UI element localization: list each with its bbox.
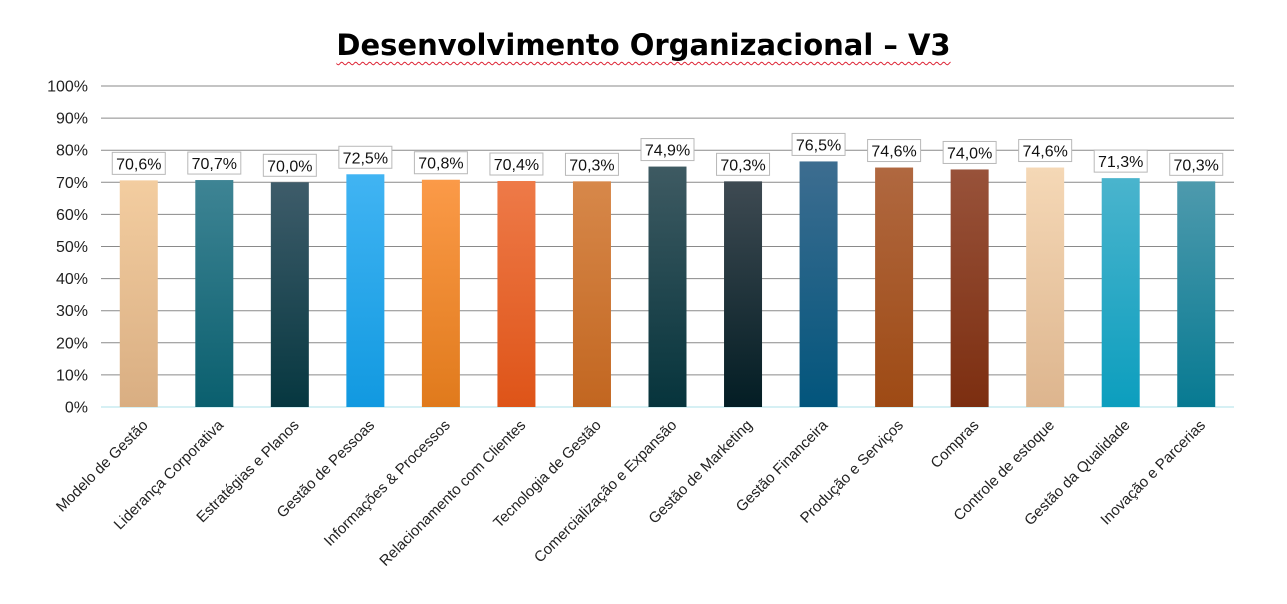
data-label: 72,5% (338, 145, 393, 169)
data-label: 70,4% (489, 152, 544, 176)
data-label-box (1018, 139, 1073, 163)
data-label-text: 72,5% (343, 150, 388, 167)
x-tick-label: Compras (927, 417, 982, 472)
data-label-text: 70,4% (494, 157, 539, 174)
y-tick-label: 20% (56, 335, 88, 352)
bars (119, 161, 1216, 407)
data-label-box (791, 132, 846, 156)
data-label-text: 70,7% (192, 156, 237, 173)
bar (346, 174, 385, 407)
data-label-text: 70,3% (720, 157, 765, 174)
data-label-text: 70,6% (116, 156, 161, 173)
data-label-text: 74,9% (645, 143, 690, 160)
data-label: 70,3% (716, 152, 771, 176)
data-label-box (187, 151, 242, 175)
x-tick-label: Comercialização e Expansão (531, 417, 680, 566)
data-label-text: 70,0% (267, 158, 312, 175)
data-label: 70,3% (564, 152, 619, 176)
y-tick-label: 50% (56, 239, 88, 256)
bar (1026, 167, 1065, 407)
y-tick-label: 40% (56, 271, 88, 288)
bar (119, 180, 158, 407)
data-label: 74,9% (640, 138, 695, 162)
data-label: 71,3% (1093, 149, 1148, 173)
data-label-text: 76,5% (796, 137, 841, 154)
data-label: 70,0% (262, 153, 317, 177)
bar (195, 180, 234, 407)
y-tick-label: 80% (56, 143, 88, 160)
data-label-box (111, 151, 166, 175)
bar (421, 179, 460, 407)
bar (875, 167, 914, 407)
data-label-box (413, 151, 468, 175)
bar (799, 161, 838, 407)
y-tick-label: 0% (65, 400, 88, 417)
y-tick-label: 60% (56, 207, 88, 224)
data-label-box (262, 153, 317, 177)
data-label-text: 70,3% (569, 157, 614, 174)
bar (1101, 178, 1140, 407)
data-label: 70,3% (1169, 152, 1224, 176)
y-tick-label: 30% (56, 303, 88, 320)
data-label-box (1169, 152, 1224, 176)
data-label-box (716, 152, 771, 176)
data-label: 74,6% (1018, 139, 1073, 163)
data-label-text: 74,6% (1022, 144, 1067, 161)
data-label: 76,5% (791, 132, 846, 156)
data-label-text: 74,6% (871, 144, 916, 161)
bar (648, 166, 687, 407)
y-axis-ticks: 0% 10% 20% 30% 40% 50% 60% 70% 80% 90% 100% (47, 79, 88, 417)
data-labels: 70,6% 70,7% 70,0% 72,5% 70,8% 70,4% 70,3% 74,9%… (111, 132, 1224, 177)
data-label-text: 70,3% (1174, 157, 1219, 174)
data-label-box (489, 152, 544, 176)
data-label-box (338, 145, 393, 169)
bar (497, 181, 536, 407)
data-label-box (640, 138, 695, 162)
y-tick-label: 10% (56, 367, 88, 384)
data-label: 74,0% (942, 140, 997, 164)
data-label-box (867, 139, 922, 163)
bar (1177, 181, 1216, 407)
chart-title: Desenvolvimento Organizacional – V3 (336, 28, 951, 62)
bar (270, 182, 309, 407)
data-label: 70,6% (111, 151, 166, 175)
x-tick-label: Informações & Processos (321, 417, 454, 550)
bar (724, 181, 763, 407)
data-label-box (942, 140, 997, 164)
y-tick-label: 90% (56, 111, 88, 128)
data-label-box (1093, 149, 1148, 173)
y-tick-label: 70% (56, 175, 88, 192)
data-label-box (564, 152, 619, 176)
data-label-text: 74,0% (947, 145, 992, 162)
y-tick-label: 100% (47, 79, 88, 96)
data-label: 70,8% (413, 151, 468, 175)
data-label-text: 71,3% (1098, 154, 1143, 171)
data-label-text: 70,8% (418, 156, 463, 173)
bar (572, 181, 611, 407)
bar (950, 169, 989, 407)
data-label: 74,6% (867, 139, 922, 163)
x-tick-label: Relacionamento com Clientes (376, 417, 529, 570)
data-label: 70,7% (187, 151, 242, 175)
